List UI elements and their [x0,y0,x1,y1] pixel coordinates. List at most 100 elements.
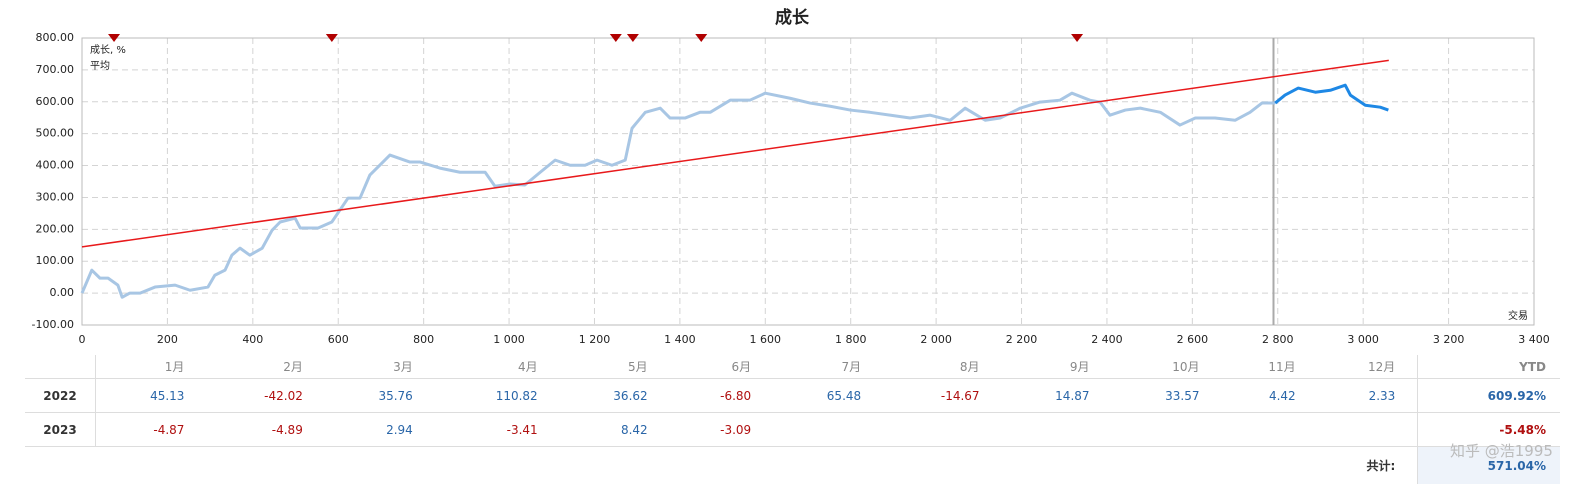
column-header: 9月 [1001,355,1112,379]
month-value: 35.76 [324,378,435,413]
month-value: 45.13 [95,378,207,413]
year-cell: 2022 [25,378,96,413]
event-marker [1071,34,1084,42]
y-tick-label: 400.00 [36,159,75,172]
y-tick-label: -100.00 [32,318,74,331]
x-axis-label: 交易 [1508,309,1528,322]
y-tick-label: 300.00 [36,190,75,203]
column-header: 8月 [883,355,1002,379]
month-value: 2.94 [324,412,435,447]
y-tick-label: 800.00 [36,31,75,44]
month-value [883,412,1002,447]
month-value: -42.02 [206,378,325,413]
month-value: -3.41 [434,412,560,447]
column-header: 3月 [324,355,435,379]
month-value: 65.48 [773,378,884,413]
blank-cell [325,447,435,485]
line-series [81,59,1389,248]
x-tick-label: 2 400 [1091,333,1123,346]
legend-entry: 成长, % [90,44,126,56]
month-value: -6.80 [669,378,774,413]
column-header: 6月 [669,355,774,379]
y-tick-label: 700.00 [36,63,75,76]
blank-cell [435,447,560,485]
column-header: 4月 [434,355,560,379]
blank-cell [206,447,324,485]
event-marker [108,34,121,42]
y-tick-label: 0.00 [50,286,75,299]
month-value: -3.09 [669,412,774,447]
year-cell: 2023 [25,412,96,447]
data-row: 2022 45.13 -42.02 35.76 110.82 36.62 -6.80 65.4… [25,378,1560,413]
x-tick-label: 800 [413,333,434,346]
y-tick-label: 500.00 [36,127,75,140]
month-value: -4.87 [95,412,207,447]
x-tick-label: 2 800 [1262,333,1294,346]
month-value: -14.67 [883,378,1002,413]
month-value: 4.42 [1221,378,1318,413]
y-tick-label: 600.00 [36,95,75,108]
total-row: 共计: 571.04% [25,446,1560,485]
blank-cell [883,447,1001,485]
month-value: 2.33 [1317,378,1418,413]
y-tick-label: 200.00 [36,222,75,235]
event-marker [626,34,639,42]
month-value [1001,412,1112,447]
column-header: 7月 [773,355,884,379]
month-value [773,412,884,447]
column-header: YTD [1417,355,1560,379]
month-value: 8.42 [559,412,670,447]
x-tick-label: 3 000 [1347,333,1379,346]
blank-cell [1112,447,1222,485]
event-marker [325,34,338,42]
column-header: 12月 [1317,355,1418,379]
month-value [1221,412,1318,447]
x-tick-label: 0 [79,333,86,346]
month-value: 33.57 [1111,378,1222,413]
month-value: -4.89 [206,412,325,447]
blank-cell [773,447,883,485]
column-header: 10月 [1111,355,1222,379]
column-header: 2月 [206,355,325,379]
chart: 成长 -100.00 0.00 100.00 200.00 300.00 400.00 50… [32,7,1550,346]
plot-border [81,37,1535,326]
column-header: 5月 [559,355,670,379]
data-row: 2023 -4.87 -4.89 2.94 -3.41 8.42 -3.09 -5.48% [25,412,1560,447]
month-value [1111,412,1222,447]
header-row: 1月 2月 3月 4月 5月 6月 7月 8月 9月 10月 11月 12月 YTD [25,355,1560,379]
x-tick-label: 3 400 [1518,333,1550,346]
total-value: 571.04% [1417,446,1560,484]
month-value: 36.62 [559,378,670,413]
monthly-table: 1月 2月 3月 4月 5月 6月 7月 8月 9月 10月 11月 12月 YTD 2022 45.13-… [25,355,1560,484]
total-label: 共计: [1366,459,1396,473]
column-header: 1月 [95,355,207,379]
event-marker [609,34,622,42]
watermark: 知乎 @浩1995 [1450,442,1553,460]
x-tick-label: 2 000 [920,333,952,346]
month-value: 14.87 [1001,378,1112,413]
x-tick-label: 1 000 [493,333,525,346]
chart-title: 成长 [775,7,810,28]
legend-entry: 平均 [90,60,110,72]
ytd-value: -5.48% [1417,412,1560,447]
x-tick-label: 200 [157,333,178,346]
column-header: 11月 [1221,355,1318,379]
line-series [1274,83,1389,112]
line-series [80,91,1276,299]
month-value [1317,412,1418,447]
x-tick-label: 2 600 [1177,333,1209,346]
blank-cell [25,447,96,485]
blank-cell [670,447,774,485]
x-tick-label: 1 400 [664,333,696,346]
x-tick-label: 1 600 [750,333,782,346]
blank-cell [560,447,670,485]
x-tick-label: 2 200 [1006,333,1038,346]
x-tick-label: 600 [328,333,349,346]
ytd-value: 609.92% [1417,378,1560,413]
month-value: 110.82 [434,378,560,413]
x-tick-label: 400 [242,333,263,346]
y-tick-label: 100.00 [36,254,75,267]
x-tick-label: 1 800 [835,333,867,346]
blank-cell [1222,447,1318,485]
